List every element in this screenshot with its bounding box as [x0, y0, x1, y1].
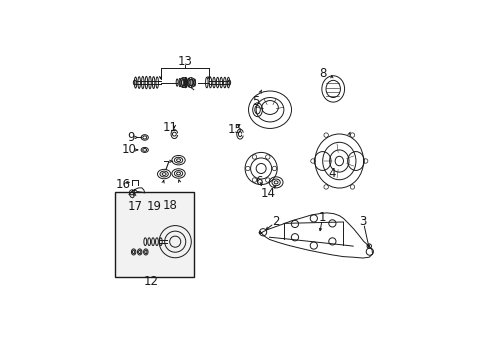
Text: 19: 19	[146, 200, 162, 213]
Text: 4: 4	[328, 167, 335, 180]
Text: 18: 18	[163, 199, 177, 212]
Text: 3: 3	[359, 216, 366, 229]
Text: 13: 13	[177, 55, 192, 68]
Text: 15: 15	[227, 123, 243, 136]
Text: 1: 1	[318, 211, 326, 224]
Text: 10: 10	[122, 143, 137, 157]
Bar	[115, 192, 194, 278]
Text: 8: 8	[318, 67, 325, 80]
Text: 5: 5	[252, 95, 259, 108]
Text: 14: 14	[260, 187, 275, 200]
Text: 16: 16	[115, 178, 130, 191]
Text: 2: 2	[271, 216, 279, 229]
Text: 9: 9	[127, 131, 134, 144]
Text: 7: 7	[163, 160, 170, 173]
Text: 11: 11	[163, 121, 177, 134]
Text: 17: 17	[127, 200, 142, 213]
Text: 12: 12	[144, 275, 159, 288]
Text: 6: 6	[255, 175, 262, 188]
